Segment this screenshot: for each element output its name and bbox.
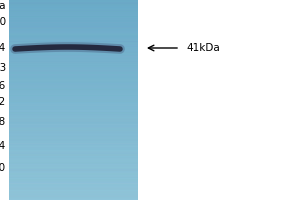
Text: 70: 70: [0, 17, 6, 27]
Text: 44: 44: [0, 43, 6, 53]
Text: 26: 26: [0, 81, 6, 91]
Text: 10: 10: [0, 163, 6, 173]
Text: 22: 22: [0, 97, 6, 107]
Text: 33: 33: [0, 63, 6, 73]
Text: 18: 18: [0, 117, 6, 127]
Text: 14: 14: [0, 141, 6, 151]
Text: kDa: kDa: [0, 1, 6, 11]
Text: 41kDa: 41kDa: [186, 43, 220, 53]
